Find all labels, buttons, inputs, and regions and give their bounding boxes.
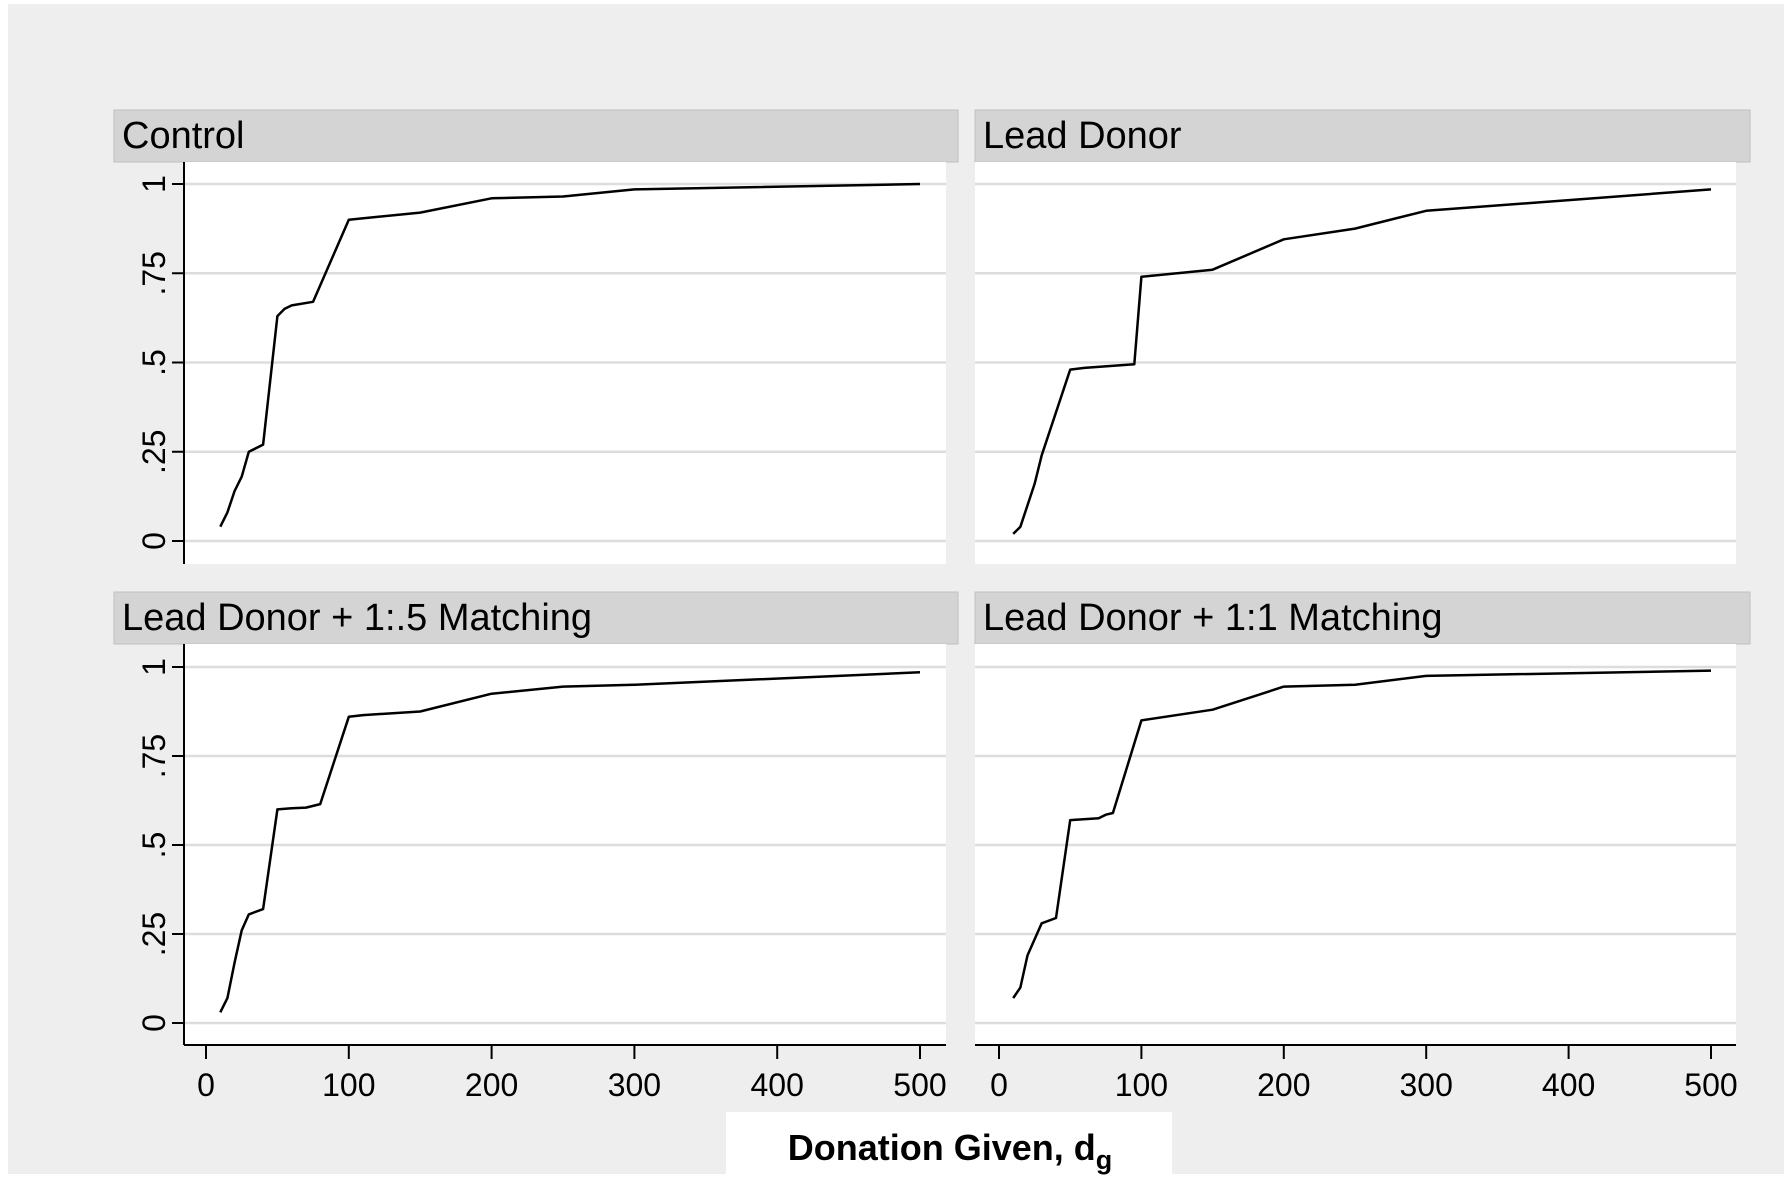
x-tick-label: 400 <box>1542 1067 1595 1103</box>
y-tick-label: 1 <box>136 175 172 193</box>
panel-title-bar <box>974 109 1751 163</box>
y-tick-label: 0 <box>136 1014 172 1032</box>
panel-title: Control <box>122 115 245 157</box>
y-tick-label: 1 <box>136 658 172 676</box>
series-line <box>1012 669 1712 999</box>
x-axis-label-box <box>726 1112 1172 1178</box>
panel-4: Lead Donor + 1:1 Matching 0 100 200 300 400 50… <box>974 591 1751 1103</box>
panel-3: Lead Donor + 1:.5 Matching 0 .25 .5 .75 1 0 100… <box>113 591 959 1103</box>
x-tick-label: 0 <box>197 1067 215 1103</box>
x-tick-label: 300 <box>1400 1067 1453 1103</box>
x-tick-label: 100 <box>322 1067 375 1103</box>
x-tick-label: 200 <box>1257 1067 1310 1103</box>
series-line <box>1012 188 1712 535</box>
y-tick-label: .25 <box>136 912 172 956</box>
y-tick-label: .75 <box>136 251 172 295</box>
panel-title-bar <box>113 591 959 645</box>
x-axis-label: Donation Given, dg <box>788 1127 1113 1175</box>
panel-2: Lead Donor <box>974 109 1751 564</box>
x-axis-label-subscript: g <box>1096 1145 1113 1175</box>
y-tick-label: .75 <box>136 734 172 778</box>
x-tick-label: 300 <box>608 1067 661 1103</box>
x-tick-label: 500 <box>893 1067 946 1103</box>
x-axis-label-main: Donation Given, d <box>788 1127 1096 1168</box>
panel-title-bar <box>113 109 959 163</box>
y-tick-label: 0 <box>136 532 172 550</box>
panels: Control 0 .25 .5 .75 1 Lead Donor Lead Donor + … <box>113 109 1751 1103</box>
y-tick-label: .5 <box>136 832 172 859</box>
series-line <box>219 671 921 1013</box>
panel-1: Control 0 .25 .5 .75 1 <box>113 109 959 564</box>
series-line <box>219 182 921 528</box>
panel-title-bar <box>974 591 1751 645</box>
x-tick-label: 0 <box>990 1067 1008 1103</box>
y-tick-label: .25 <box>136 430 172 474</box>
y-tick-label: .5 <box>136 349 172 376</box>
panel-title: Lead Donor <box>983 115 1182 157</box>
x-tick-label: 100 <box>1115 1067 1168 1103</box>
panel-title: Lead Donor + 1:.5 Matching <box>122 597 592 639</box>
x-tick-label: 200 <box>465 1067 518 1103</box>
panel-title: Lead Donor + 1:1 Matching <box>983 597 1442 639</box>
x-tick-label: 400 <box>751 1067 804 1103</box>
x-tick-label: 500 <box>1684 1067 1737 1103</box>
